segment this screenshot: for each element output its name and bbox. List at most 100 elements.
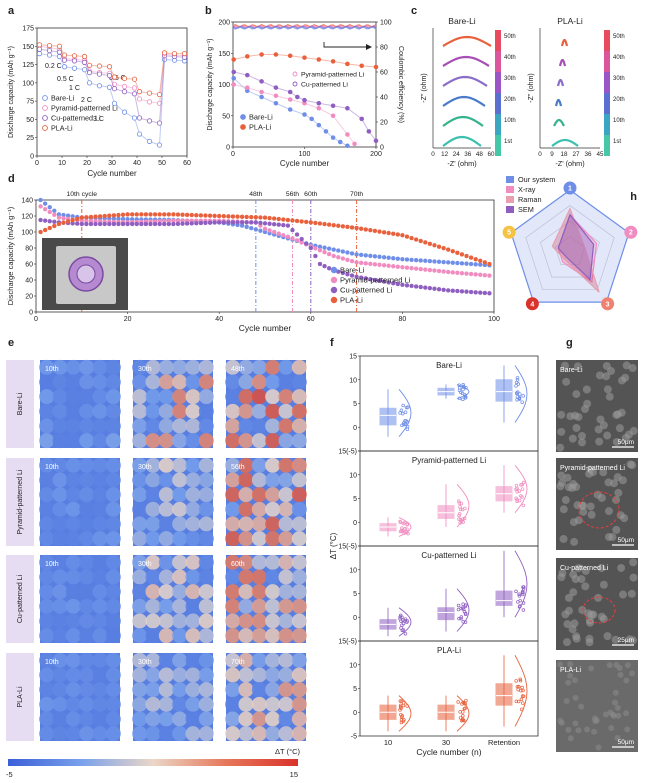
heatmap-blob [172,433,188,449]
radar-axis-label: 5 [507,230,511,237]
panel-d-point [418,266,423,272]
panel-d-point [336,248,341,253]
panel-d-point [468,271,474,277]
y-tick-label: 20 [25,294,33,301]
panel-d-point [47,225,52,231]
heatmap-blob [251,487,267,503]
heatmap-blob [251,652,267,668]
heatmap-blob [238,457,254,473]
sem-texture [621,434,630,443]
sem-texture [629,558,638,567]
panel-d-point [290,218,295,223]
heatmap-blob [265,389,281,405]
panel-d-point [322,245,327,250]
panel-d-point [482,260,488,265]
sem-texture [578,438,587,447]
panel-a-legend-marker [42,115,48,121]
panel-d-point [409,257,414,263]
heatmap-blob [92,613,108,629]
panel-d-point [395,232,401,237]
panel-d-point [450,288,455,293]
heatmap-blob [251,569,267,585]
sem-texture [602,372,611,381]
y-tick-label: 150 [218,51,230,58]
y2-tick-label: 0 [380,145,384,152]
panel-d-point [455,288,460,294]
panel-d-point [436,259,442,264]
panel-d-point [446,288,451,293]
heatmap-blob [172,457,188,473]
panel-d-point [468,261,474,267]
x-tick-label: 20 [124,316,132,323]
panel-b-legend-bottom-marker [240,114,246,120]
heatmap-blob [145,554,161,570]
box-scatter-point [521,503,526,508]
sem-texture [599,468,608,477]
panel-d-point [281,232,286,238]
heatmap-blob [132,516,148,532]
heatmap-blob [158,628,174,644]
heatmap-blob [145,403,161,419]
panel-d-point [391,231,396,236]
heatmap-blob [145,711,161,727]
heatmap-blob [291,711,307,727]
cycle-colorbar-segment [604,135,610,156]
sem-texture [603,385,612,394]
panel-b-series-point [273,85,279,90]
x-tick-label: 50 [158,160,166,167]
nyquist-arc [556,78,565,87]
sem-texture [604,478,613,487]
panel-d-point [84,221,89,227]
heatmap-blob [145,652,161,668]
heatmap-blob [238,667,254,683]
panel-f-row-title: Bare-Li [436,361,462,370]
panel-label-b: b [205,5,212,17]
panel-d-point [198,220,204,226]
heatmap-blob [132,457,148,473]
heatmap-blob [105,472,121,488]
heatmap-blob [172,403,188,419]
panel-d-point [235,220,240,225]
heatmap-blob [65,554,81,570]
heatmap-blob [278,433,294,449]
heatmap-blob [251,667,267,683]
box-scatter-point [521,701,525,705]
nyquist-x-tick-label: 36 [464,151,472,158]
heatmap-blob [185,374,201,390]
heatmap-blob [105,457,121,473]
heatmap-cycle-label: 56th [231,464,245,471]
heatmap-blob [278,569,294,585]
sem-texture [629,670,636,677]
heatmap-blob [291,554,307,570]
heatmap-tile [226,555,306,643]
heatmap-blob [52,531,68,547]
sem-texture [565,726,572,733]
sem-texture [582,385,591,394]
panel-d-legend-marker [330,276,338,284]
panel-b-series-point [316,122,322,128]
heatmap-blob [132,696,148,712]
sem-texture [572,390,581,399]
heatmap-tile [40,458,120,546]
y2-tick-label: 80 [380,45,388,52]
panel-d-point [436,268,442,274]
panel-b-series-point [231,57,237,62]
heatmap-blob [172,696,188,712]
panel-d-legend-label: Bare-Li [340,266,365,275]
heatmap-blob [185,569,201,585]
box-scatter-point [463,611,468,616]
panel-b-series-point [273,100,279,106]
cycle-colorbar-segment [495,30,501,51]
heatmap-blob [291,457,307,473]
heatmap-blob [92,652,108,668]
panel-a-legend-marker [42,125,48,131]
heatmap-blob [198,531,214,547]
sem-texture [559,534,568,543]
heatmap-blob [198,554,214,570]
sem-texture [569,588,578,597]
panel-d-point [239,214,245,220]
panel-b-series-point [287,97,293,102]
heatmap-blob [105,516,121,532]
box-scatter-point [401,529,406,533]
